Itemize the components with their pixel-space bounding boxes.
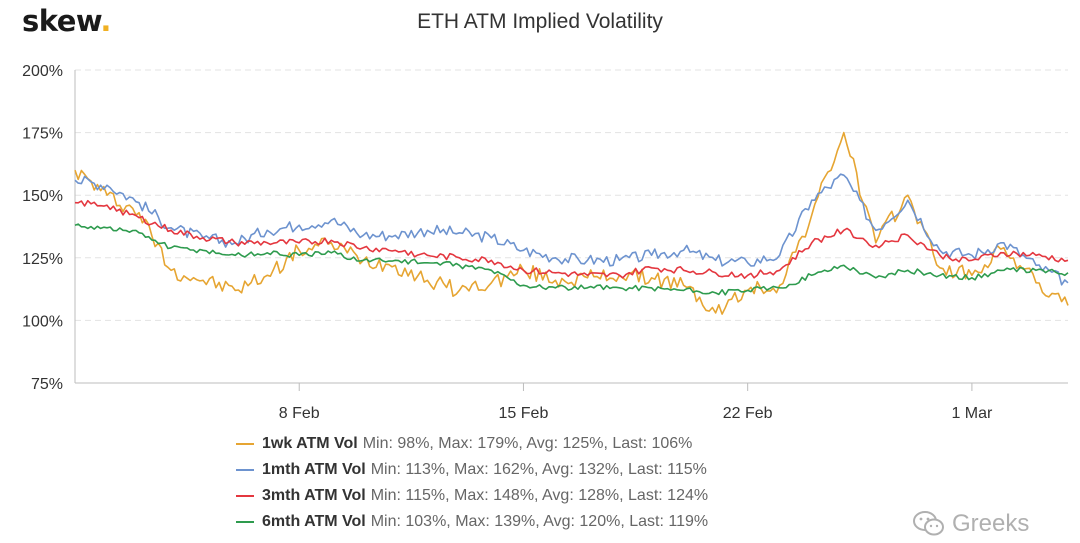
y-tick-label: 175% (22, 126, 63, 143)
skew-logo: skew. (22, 4, 111, 38)
y-tick-label: 75% (31, 376, 63, 393)
series-lines (74, 131, 1069, 315)
legend-item-6mth[interactable]: 6mth ATM Vol Min: 103%, Max: 139%, Avg: … (234, 509, 708, 535)
legend-stats-1wk: Min: 98%, Max: 179%, Avg: 125%, Last: 10… (362, 435, 693, 452)
axes: 75% 100% 125% 150% 175% 200% 8 Feb 15 Feb 22 Feb… (22, 63, 1068, 422)
legend-stats-3mth: Min: 115%, Max: 148%, Avg: 128%, Last: 1… (370, 487, 709, 504)
legend-label-6mth: 6mth ATM Vol (262, 513, 366, 530)
legend-stats-1mth: Min: 113%, Max: 162%, Avg: 132%, Last: 1… (370, 461, 707, 478)
y-tick-label: 150% (22, 188, 63, 205)
watermark-text: Greeks (952, 510, 1030, 537)
legend-stats-6mth: Min: 103%, Max: 139%, Avg: 120%, Last: 1… (370, 513, 709, 530)
legend-swatch-1wk (236, 443, 254, 445)
chart-title: ETH ATM Implied Volatility (417, 10, 663, 33)
watermark: Greeks (912, 510, 1029, 538)
legend-swatch-3mth (236, 495, 254, 497)
legend-swatch-1mth (236, 469, 254, 471)
legend: 1wk ATM Vol Min: 98%, Max: 179%, Avg: 12… (234, 431, 708, 535)
y-tick-label: 100% (22, 313, 63, 330)
legend-swatch-6mth (236, 521, 254, 523)
legend-label-1mth: 1mth ATM Vol (262, 461, 366, 478)
gridlines (75, 69, 1068, 321)
series-line-1wk (74, 131, 1069, 315)
series-line-3mth (74, 199, 1069, 280)
legend-item-1mth[interactable]: 1mth ATM Vol Min: 113%, Max: 162%, Avg: … (234, 457, 708, 483)
series-line-6mth (74, 223, 1069, 296)
wechat-icon (913, 511, 944, 536)
x-tick-label: 1 Mar (951, 405, 993, 422)
x-tick-label: 22 Feb (723, 405, 773, 422)
x-tick-label: 8 Feb (279, 405, 320, 422)
legend-label-3mth: 3mth ATM Vol (262, 487, 366, 504)
legend-item-1wk[interactable]: 1wk ATM Vol Min: 98%, Max: 179%, Avg: 12… (234, 431, 708, 457)
y-tick-label: 125% (22, 251, 63, 268)
logo-dot: . (100, 4, 111, 38)
logo-text: skew (22, 4, 101, 38)
x-tick-label: 15 Feb (499, 405, 549, 422)
y-tick-label: 200% (22, 63, 63, 80)
legend-item-3mth[interactable]: 3mth ATM Vol Min: 115%, Max: 148%, Avg: … (234, 483, 708, 509)
series-line-1mth (74, 173, 1069, 286)
legend-label-1wk: 1wk ATM Vol (262, 435, 358, 452)
